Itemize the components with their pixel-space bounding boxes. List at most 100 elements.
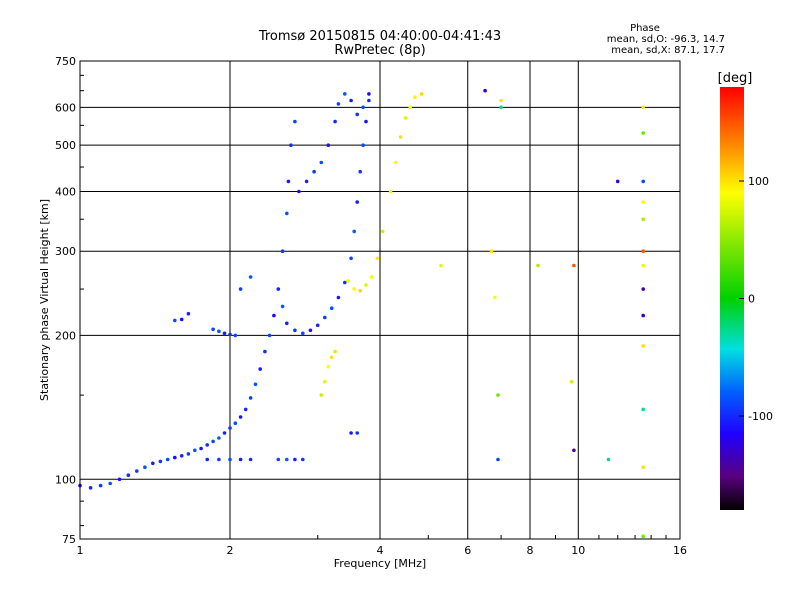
data-point (293, 328, 297, 333)
data-point (336, 102, 341, 106)
data-point (403, 116, 408, 120)
data-point (228, 332, 232, 337)
data-point (319, 160, 324, 165)
x-tick-label: 6 (464, 544, 471, 557)
data-point (536, 263, 540, 268)
data-point (572, 263, 576, 268)
grid (80, 61, 680, 539)
data-point (493, 295, 497, 300)
data-point (398, 135, 403, 139)
data-point (346, 279, 350, 283)
data-point (205, 443, 209, 447)
data-point (117, 477, 122, 482)
colorbar-tick-label: -100 (748, 410, 773, 423)
data-point (222, 331, 227, 336)
data-point (641, 249, 645, 253)
colorbar-tick-label: 100 (748, 175, 769, 188)
data-point (572, 448, 576, 453)
data-point (333, 349, 337, 354)
data-point (233, 421, 238, 426)
data-point (333, 119, 337, 124)
data-point (329, 306, 334, 311)
data-point (388, 189, 393, 194)
x-axis-ticks: 1 2 4 6 8 10 16 (77, 535, 687, 557)
data-point (361, 143, 365, 147)
data-point (336, 295, 341, 300)
data-point (496, 457, 500, 462)
data-point (380, 229, 385, 234)
data-point (355, 431, 360, 435)
data-point (641, 263, 645, 268)
y-axis-label: Stationary phase Virtual Height [km] (38, 199, 51, 401)
data-point (280, 249, 285, 253)
x-tick-label: 16 (673, 544, 687, 557)
data-point (323, 379, 327, 384)
data-point (286, 179, 291, 184)
data-point (369, 275, 374, 279)
data-point (165, 457, 170, 462)
data-point (199, 446, 203, 451)
data-point (301, 331, 305, 336)
data-point (343, 92, 347, 96)
data-point (375, 256, 380, 261)
data-point (222, 431, 227, 435)
data-point (173, 318, 177, 323)
data-point (641, 465, 645, 470)
data-point (248, 457, 253, 462)
data-point (248, 275, 253, 279)
x-tick-label: 1 (77, 544, 84, 557)
chart-subtitle: RwPretec (8p) (334, 43, 425, 58)
data-point (267, 333, 272, 338)
data-point (641, 287, 645, 291)
data-point (228, 426, 232, 430)
data-point (315, 323, 320, 328)
data-point (641, 179, 645, 184)
plot-area (78, 60, 681, 540)
y-tick-label: 100 (55, 473, 76, 486)
data-point (289, 143, 293, 147)
data-point (179, 317, 184, 322)
data-point (126, 473, 131, 478)
data-point (285, 321, 289, 326)
data-point (285, 457, 289, 462)
x-tick-label: 2 (227, 544, 234, 557)
data-point (364, 283, 368, 287)
data-point (326, 364, 331, 369)
data-point (641, 407, 645, 412)
x-axis-label: Frequency [MHz] (334, 557, 426, 570)
data-point (358, 169, 363, 174)
data-point (211, 439, 215, 444)
data-point (88, 486, 93, 490)
colorbar-tick-label: 0 (748, 293, 755, 306)
data-point (349, 98, 353, 103)
data-point (323, 315, 327, 320)
chart-title: Tromsø 20150815 04:40:00-04:41:43 (258, 29, 501, 44)
data-point (217, 436, 221, 440)
data-point (439, 263, 443, 268)
data-point (293, 119, 297, 124)
data-point (301, 457, 305, 462)
y-axis-ticks: 75 100 200 300 400 500 600 750 (55, 55, 84, 546)
data-point (361, 105, 365, 110)
data-point (233, 333, 238, 338)
data-point (304, 179, 309, 184)
data-point (355, 112, 360, 117)
y-tick-label: 75 (62, 533, 76, 546)
data-point (352, 287, 357, 291)
data-point (367, 92, 371, 96)
data-point (367, 98, 371, 103)
data-point (329, 355, 334, 360)
data-point (276, 457, 281, 462)
y-tick-label: 750 (55, 55, 76, 68)
data-point (326, 143, 331, 147)
data-point (641, 200, 645, 204)
data-point (285, 211, 289, 216)
data-point (243, 407, 248, 412)
data-point (186, 452, 191, 456)
data-point (641, 344, 645, 348)
stats-line-x: mean, sd,X: 87.1, 17.7 (611, 45, 725, 56)
data-point (499, 105, 503, 110)
data-point (228, 457, 232, 462)
data-point (312, 169, 316, 174)
data-point (297, 189, 301, 194)
